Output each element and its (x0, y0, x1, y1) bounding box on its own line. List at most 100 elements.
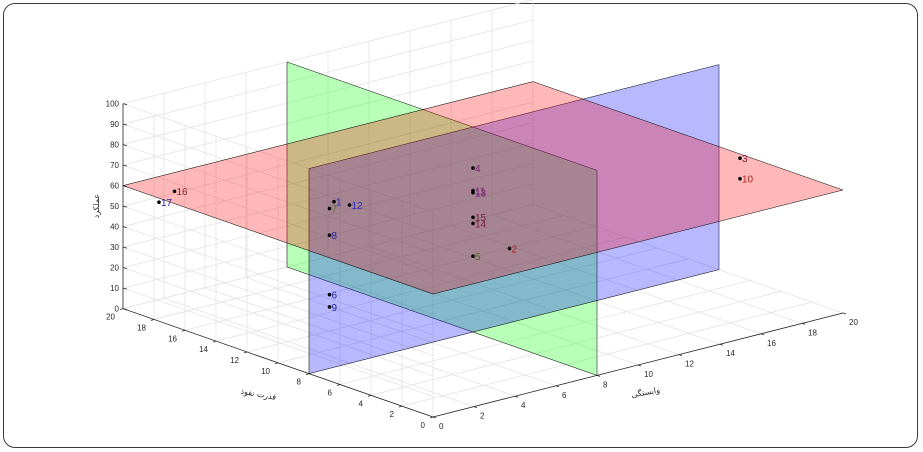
y-tick (212, 340, 217, 343)
z-tick-label: 70 (110, 161, 119, 170)
grid-line (409, 235, 721, 345)
z-tick-label: 60 (110, 182, 119, 191)
z-tick (122, 164, 128, 167)
z-tick-label: 80 (110, 141, 119, 150)
z-tick (122, 103, 128, 105)
y-tick-label: 12 (230, 356, 239, 365)
grid-line (122, 0, 534, 104)
grid-line (122, 123, 434, 233)
z-tick-label: 20 (110, 264, 119, 273)
point-marker-10 (738, 176, 742, 181)
x-tick-label: 2 (480, 412, 485, 421)
point-label-8: 8 (332, 231, 338, 242)
axes-layer: 0246810121416182002468101214161820010203… (106, 0, 858, 431)
grid-line (491, 214, 803, 324)
point-marker-12 (347, 203, 352, 207)
grid-line (122, 144, 434, 254)
y-tick (181, 329, 186, 332)
point-marker-14 (471, 221, 475, 226)
y-tick-label: 8 (297, 378, 302, 387)
point-label-9: 9 (332, 303, 338, 314)
point-marker-3 (738, 156, 742, 161)
z-tick (122, 144, 128, 146)
z-tick-label: 10 (110, 284, 119, 293)
x-tick (801, 323, 806, 325)
z-tick (122, 267, 128, 269)
grid-line (184, 225, 596, 331)
point-marker-9 (327, 305, 332, 309)
y-tick-label: 4 (359, 399, 364, 408)
x-tick-label: 8 (603, 380, 608, 389)
z-tick (122, 123, 128, 126)
y-tick (119, 308, 124, 310)
x-axis-label: وابستگی (630, 385, 660, 400)
point-label-10: 10 (742, 175, 754, 186)
grid-line (153, 215, 565, 320)
x-tick (760, 333, 765, 336)
x-tick (637, 364, 642, 367)
y-tick (274, 362, 279, 365)
point-label-15: 15 (475, 213, 487, 224)
grid-line (215, 236, 627, 342)
grid-line (450, 225, 762, 335)
y-tick (398, 405, 403, 408)
grid-line (277, 258, 689, 364)
point-marker-7 (327, 206, 332, 211)
z-tick-label: 0 (115, 305, 120, 314)
point-marker-6 (327, 292, 332, 297)
x-tick-label: 18 (808, 328, 817, 337)
point-label-17: 17 (161, 198, 173, 209)
point-label-7: 7 (332, 205, 338, 216)
y-tick-label: 20 (106, 313, 115, 322)
z-tick (122, 287, 128, 290)
z-tick-label: 40 (110, 223, 119, 232)
point-marker-15 (471, 215, 475, 220)
grid-line (122, 205, 434, 315)
y-tick-label: 10 (261, 367, 270, 376)
z-tick (122, 246, 128, 249)
x-tick-label: 12 (685, 360, 694, 369)
x-tick (596, 375, 601, 377)
x-tick-label: 0 (439, 422, 444, 431)
point-label-5: 5 (475, 252, 481, 263)
z-tick-label: 100 (106, 100, 120, 109)
point-label-11: 11 (475, 187, 486, 198)
point-label-4: 4 (475, 164, 481, 175)
point-label-1: 1 (336, 198, 342, 209)
y-tick-label: 14 (199, 345, 208, 354)
point-marker-2 (507, 246, 512, 251)
x-tick (555, 385, 560, 388)
y-tick-label: 18 (137, 323, 146, 332)
grid-line (368, 245, 680, 355)
y-tick (429, 416, 434, 419)
x-tick (432, 416, 437, 419)
y-tick-label: 6 (328, 388, 333, 397)
point-marker-13 (471, 190, 475, 195)
point-label-2: 2 (512, 245, 518, 256)
point-label-12: 12 (352, 201, 364, 212)
grid-line (122, 19, 534, 125)
dependence-plane (286, 61, 598, 376)
point-label-16: 16 (177, 187, 189, 198)
z-tick (122, 308, 128, 310)
y-axis-label: قدرت نفوذ (240, 387, 277, 402)
y-tick (336, 384, 341, 386)
x-tick-label: 20 (849, 318, 858, 327)
point-marker-16 (172, 189, 177, 194)
z-tick-label: 30 (110, 243, 119, 252)
x-tick-label: 10 (644, 370, 653, 379)
point-label-3: 3 (742, 154, 748, 165)
grid-line (246, 247, 658, 353)
z-axis-label: عملکرد (92, 194, 101, 218)
point-label-6: 6 (332, 291, 338, 302)
x-tick (719, 343, 724, 346)
z-tick (122, 205, 128, 208)
driving-power-plane (308, 64, 720, 374)
y-tick-label: 2 (390, 410, 395, 419)
x-tick (514, 395, 519, 398)
point-label-14: 14 (475, 219, 487, 230)
x-tick (842, 312, 847, 315)
z-tick-label: 50 (110, 202, 119, 211)
